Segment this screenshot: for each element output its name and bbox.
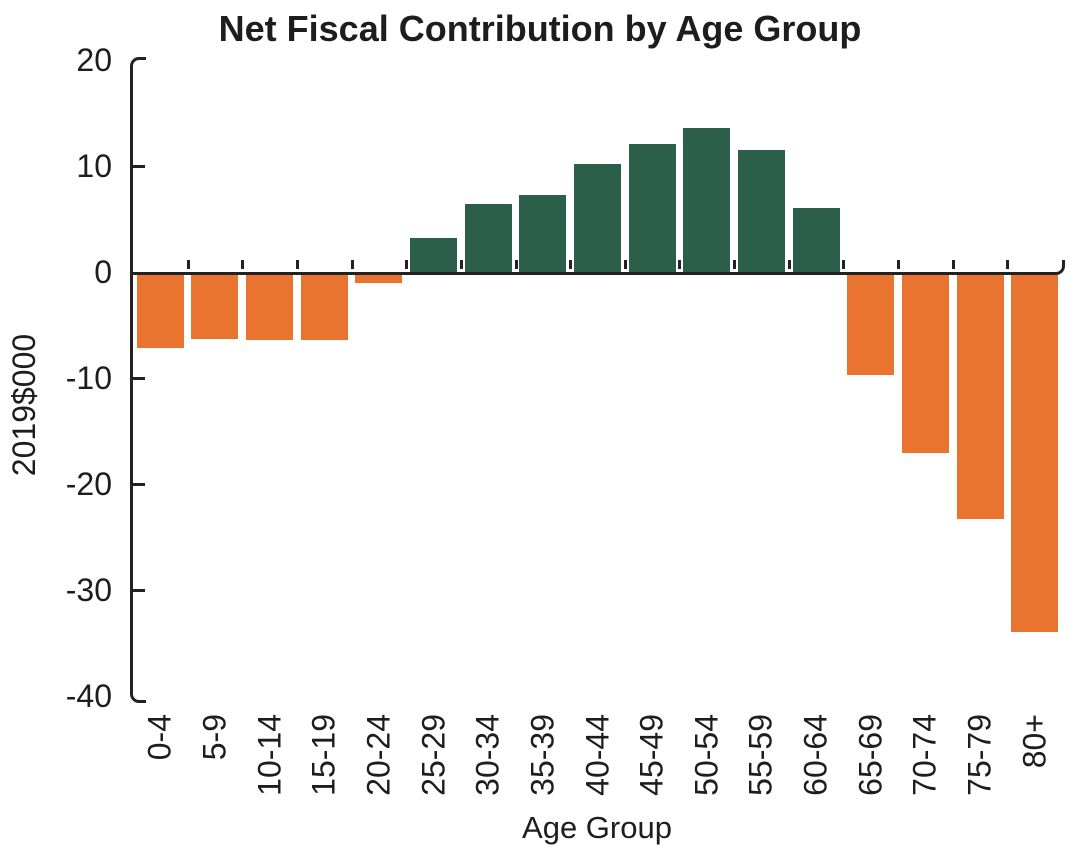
bar-15-19 (301, 272, 348, 340)
x-tick-label-60-64: 60-64 (797, 714, 834, 796)
y-tick-label: -40 (65, 678, 112, 714)
chart-title: Net Fiscal Contribution by Age Group (218, 8, 862, 49)
x-tick-label-0-4: 0-4 (141, 714, 178, 761)
x-tick-label-40-44: 40-44 (579, 714, 616, 796)
bar-70-74 (902, 272, 949, 453)
y-tick-label: 20 (76, 42, 112, 78)
bar-60-64 (793, 208, 840, 272)
y-axis-tick (133, 165, 145, 168)
y-axis-title: 2019$000 (6, 333, 42, 477)
x-tick-label-75-79: 75-79 (961, 714, 998, 796)
x-tick-label-45-49: 45-49 (633, 714, 670, 796)
x-axis-tick (842, 260, 845, 269)
bar-10-14 (246, 272, 293, 340)
y-axis-spine (130, 57, 146, 703)
x-axis-tick (678, 260, 681, 269)
x-tick-label-50-54: 50-54 (688, 714, 725, 796)
y-tick-label: -30 (65, 572, 112, 608)
x-tick-label-55-59: 55-59 (742, 714, 779, 796)
x-axis-tick (624, 260, 627, 269)
x-axis-tick (1006, 260, 1009, 269)
x-axis-tick (733, 260, 736, 269)
zero-baseline (130, 260, 1065, 275)
x-tick-label-20-24: 20-24 (360, 714, 397, 796)
bar-20-24 (355, 272, 402, 283)
y-axis-tick (133, 483, 145, 486)
x-axis-tick (351, 260, 354, 269)
y-axis-tick (133, 377, 145, 380)
y-tick-label: 10 (76, 148, 112, 184)
x-axis-tick (460, 260, 463, 269)
x-axis-title: Age Group (522, 810, 672, 845)
x-tick-label-30-34: 30-34 (469, 714, 506, 796)
bar-30-34 (465, 204, 512, 272)
bar-5-9 (191, 272, 238, 339)
bar-0-4 (137, 272, 184, 348)
x-tick-label-15-19: 15-19 (305, 714, 342, 796)
x-tick-label-5-9: 5-9 (196, 714, 233, 761)
bar-35-39 (519, 195, 566, 272)
bar-55-59 (738, 150, 785, 272)
x-tick-label-80+: 80+ (1016, 714, 1053, 769)
x-tick-label-65-69: 65-69 (852, 714, 889, 796)
x-axis-tick (788, 260, 791, 269)
x-tick-label-25-29: 25-29 (415, 714, 452, 796)
bar-50-54 (683, 128, 730, 272)
x-axis-tick (897, 260, 900, 269)
x-axis-tick (569, 260, 572, 269)
y-tick-label: 0 (94, 254, 112, 290)
x-axis-tick (241, 260, 244, 269)
x-tick-label-10-14: 10-14 (251, 714, 288, 796)
bar-25-29 (410, 238, 457, 272)
x-axis-tick (952, 260, 955, 269)
bar-80+ (1011, 272, 1058, 632)
x-axis-tick (405, 260, 408, 269)
bar-65-69 (847, 272, 894, 375)
x-tick-label-35-39: 35-39 (524, 714, 561, 796)
y-tick-label: -20 (65, 466, 112, 502)
bar-75-79 (957, 272, 1004, 519)
bar-45-49 (629, 144, 676, 272)
x-axis-tick (296, 260, 299, 269)
y-tick-label: -10 (65, 360, 112, 396)
x-axis-tick (515, 260, 518, 269)
bar-40-44 (574, 164, 621, 272)
y-axis-tick (133, 589, 145, 592)
x-axis-tick (187, 260, 190, 269)
x-tick-label-70-74: 70-74 (906, 714, 943, 796)
